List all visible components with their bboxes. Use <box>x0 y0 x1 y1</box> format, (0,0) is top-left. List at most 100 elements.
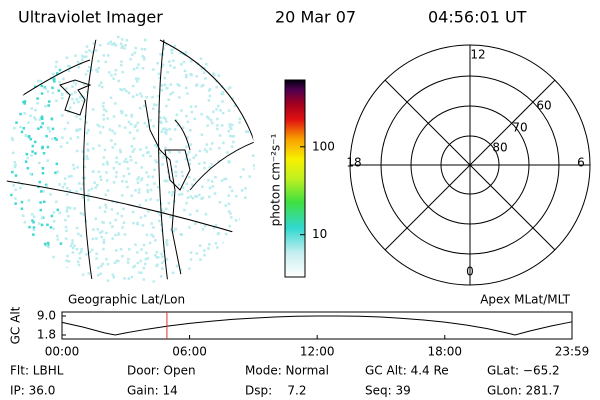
map-pixel <box>37 222 41 225</box>
map-pixel <box>135 93 139 97</box>
map-pixel <box>151 175 155 179</box>
map-pixel <box>100 235 103 239</box>
map-pixel <box>67 215 70 218</box>
map-pixel <box>56 238 60 241</box>
map-pixel <box>55 72 59 75</box>
map-pixel <box>17 181 21 184</box>
x-tick-label: 18:00 <box>427 345 462 359</box>
map-pixel <box>154 159 157 162</box>
map-pixel <box>22 100 25 104</box>
map-pixel <box>65 259 68 263</box>
map-pixel <box>124 43 127 47</box>
map-pixel <box>110 139 113 142</box>
map-pixel <box>165 86 168 90</box>
map-pixel <box>74 82 78 86</box>
map-pixel <box>44 244 48 247</box>
map-pixel <box>154 239 157 242</box>
map-pixel <box>26 156 29 160</box>
map-pixel <box>96 183 99 187</box>
map-pixel <box>51 127 55 131</box>
colorbar-label: photon cm⁻²s⁻¹ <box>269 133 283 226</box>
map-pixel <box>65 91 69 94</box>
map-pixel <box>129 57 132 61</box>
map-pixel <box>165 120 168 123</box>
map-pixel <box>73 207 76 210</box>
status-field: GLon: 281.7 <box>487 384 560 398</box>
map-pixel <box>32 215 36 219</box>
map-pixel <box>220 179 224 183</box>
map-pixel <box>220 92 224 96</box>
map-pixel <box>55 138 58 141</box>
map-pixel <box>115 259 119 262</box>
map-pixel <box>239 175 243 179</box>
map-pixel <box>131 95 135 98</box>
map-pixel <box>136 221 139 225</box>
map-pixel <box>41 146 44 150</box>
map-pixel <box>20 130 24 134</box>
map-pixel <box>138 188 141 191</box>
map-pixel <box>77 232 80 236</box>
map-pixel <box>143 121 147 125</box>
map-pixel <box>88 65 91 69</box>
map-pixel <box>94 186 97 189</box>
map-pixel <box>87 198 90 202</box>
map-pixel <box>13 165 17 169</box>
map-pixel <box>102 163 105 166</box>
map-pixel <box>145 171 148 174</box>
map-pixel <box>165 243 169 247</box>
map-pixel <box>69 137 73 140</box>
status-field: IP: 36.0 <box>10 384 55 398</box>
map-pixel <box>203 166 206 170</box>
map-pixel <box>186 189 190 193</box>
map-pixel <box>189 143 193 146</box>
map-pixel <box>224 232 228 236</box>
map-pixel <box>124 157 128 161</box>
map-pixel <box>39 79 43 83</box>
map-pixel <box>75 115 78 118</box>
map-pixel <box>51 91 55 95</box>
map-pixel <box>140 177 144 180</box>
map-pixel <box>164 117 167 121</box>
map-pixel <box>185 114 188 118</box>
map-pixel <box>208 195 211 199</box>
map-pixel <box>46 244 50 247</box>
map-pixel <box>76 136 80 139</box>
map-pixel <box>228 224 231 228</box>
map-pixel <box>155 103 158 107</box>
map-pixel <box>78 182 81 185</box>
colorbar <box>284 79 306 278</box>
map-pixel <box>41 122 44 125</box>
map-pixel <box>119 87 122 91</box>
map-pixel <box>188 175 191 179</box>
map-pixel <box>224 204 228 207</box>
y-axis-label: GC Alt <box>9 306 23 344</box>
map-pixel <box>134 188 137 192</box>
map-pixel <box>52 255 55 259</box>
map-pixel <box>57 89 60 92</box>
time: 04:56:01 UT <box>428 8 527 27</box>
map-grid <box>5 35 255 285</box>
map-pixel <box>33 140 37 144</box>
map-pixel <box>20 183 24 186</box>
map-pixel <box>87 189 91 192</box>
map-pixel <box>95 257 98 260</box>
map-pixel <box>203 253 206 257</box>
map-pixel <box>140 248 143 251</box>
map-pixel <box>23 221 27 224</box>
map-pixel <box>96 123 99 127</box>
map-pixel <box>145 151 149 154</box>
map-pixel <box>207 178 210 182</box>
map-pixel <box>81 150 84 153</box>
map-pixel <box>47 104 50 107</box>
map-pixel <box>52 211 56 214</box>
map-pixel <box>121 226 124 229</box>
map-pixel <box>65 193 69 196</box>
map-pixel <box>121 45 124 48</box>
map-pixel <box>208 243 211 246</box>
map-pixel <box>97 170 101 174</box>
map-pixel <box>46 241 50 245</box>
map-pixel <box>98 206 102 209</box>
mlat-label: 80 <box>492 141 507 155</box>
map-pixel <box>246 130 249 134</box>
map-pixel <box>107 54 110 57</box>
